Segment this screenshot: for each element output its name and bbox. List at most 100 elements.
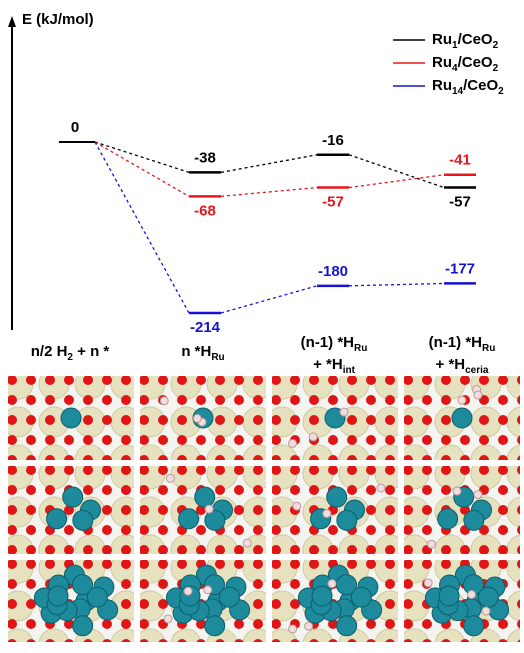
level-label: -68: [194, 202, 216, 219]
state-label-part: + *H: [436, 356, 466, 373]
state-label-part: (n-1) *H: [301, 334, 354, 351]
connector: [349, 283, 444, 285]
state-label-part: + n *: [73, 343, 109, 360]
o-atom: [403, 579, 413, 589]
o-atom: [366, 559, 376, 569]
o-atom: [7, 465, 17, 475]
o-atom: [328, 435, 338, 445]
o-atom: [83, 395, 93, 405]
o-atom: [460, 435, 470, 445]
o-atom: [403, 465, 413, 475]
o-atom: [328, 525, 338, 535]
o-atom: [102, 619, 112, 629]
o-atom: [403, 375, 413, 385]
o-atom: [45, 455, 55, 465]
panel: [267, 369, 405, 475]
o-atom: [328, 465, 338, 475]
o-atom: [366, 465, 376, 475]
o-atom: [177, 485, 187, 495]
o-atom: [290, 525, 300, 535]
o-atom: [158, 525, 168, 535]
o-atom: [139, 559, 149, 569]
o-atom: [347, 455, 357, 465]
o-atom: [83, 375, 93, 385]
o-atom: [45, 545, 55, 555]
state-label-sub: int: [343, 365, 356, 376]
o-atom: [366, 525, 376, 535]
o-atom: [479, 559, 489, 569]
o-atom: [366, 395, 376, 405]
o-atom: [7, 375, 17, 385]
o-atom: [26, 579, 36, 589]
connector: [95, 142, 189, 172]
h-atom: [193, 414, 201, 422]
o-atom: [158, 559, 168, 569]
o-atom: [403, 505, 413, 515]
o-atom: [83, 559, 93, 569]
o-atom: [121, 395, 131, 405]
o-atom: [83, 465, 93, 475]
level-label: -177: [445, 260, 475, 277]
o-atom: [102, 545, 112, 555]
o-atom: [347, 375, 357, 385]
h-atom: [309, 433, 317, 441]
o-atom: [422, 619, 432, 629]
ru-atom: [439, 586, 459, 606]
o-atom: [139, 415, 149, 425]
o-atom: [460, 545, 470, 555]
o-atom: [7, 545, 17, 555]
o-atom: [139, 545, 149, 555]
o-atom: [102, 455, 112, 465]
o-atom: [64, 455, 74, 465]
o-atom: [7, 455, 17, 465]
ce-atom: [435, 459, 465, 489]
y-axis-arrow: [8, 16, 16, 27]
o-atom: [234, 485, 244, 495]
h-atom: [340, 408, 348, 416]
o-atom: [139, 375, 149, 385]
ru-atom: [63, 487, 83, 507]
panel: [399, 369, 524, 475]
o-atom: [385, 559, 395, 569]
o-atom: [460, 465, 470, 475]
o-atom: [121, 505, 131, 515]
o-atom: [139, 599, 149, 609]
o-atom: [328, 545, 338, 555]
ru-atom: [179, 509, 199, 529]
panel: [267, 459, 405, 565]
o-atom: [26, 545, 36, 555]
o-atom: [253, 435, 263, 445]
o-atom: [26, 465, 36, 475]
o-atom: [403, 395, 413, 405]
o-atom: [158, 545, 168, 555]
o-atom: [385, 455, 395, 465]
ru-atom: [337, 510, 357, 530]
o-atom: [460, 375, 470, 385]
ru-atom: [47, 509, 67, 529]
o-atom: [45, 435, 55, 445]
o-atom: [271, 579, 281, 589]
level-label: 0: [71, 119, 79, 136]
ce-atom: [303, 369, 333, 399]
o-atom: [271, 599, 281, 609]
o-atom: [366, 545, 376, 555]
o-atom: [121, 599, 131, 609]
o-atom: [196, 455, 206, 465]
o-atom: [403, 599, 413, 609]
o-atom: [7, 435, 17, 445]
o-atom: [45, 485, 55, 495]
o-atom: [385, 579, 395, 589]
o-atom: [102, 505, 112, 515]
page: E (kJ/mol) 0-38-16-57Ru1/CeO2-68-57-41Ru…: [0, 0, 524, 653]
h-atom: [243, 539, 251, 547]
o-atom: [271, 415, 281, 425]
o-atom: [385, 375, 395, 385]
ru-atom: [61, 408, 81, 428]
o-atom: [177, 545, 187, 555]
ru-atom: [337, 616, 357, 636]
legend-label-part: Ru: [432, 77, 452, 94]
panel: [267, 553, 405, 648]
o-atom: [102, 465, 112, 475]
o-atom: [64, 435, 74, 445]
o-atom: [234, 619, 244, 629]
